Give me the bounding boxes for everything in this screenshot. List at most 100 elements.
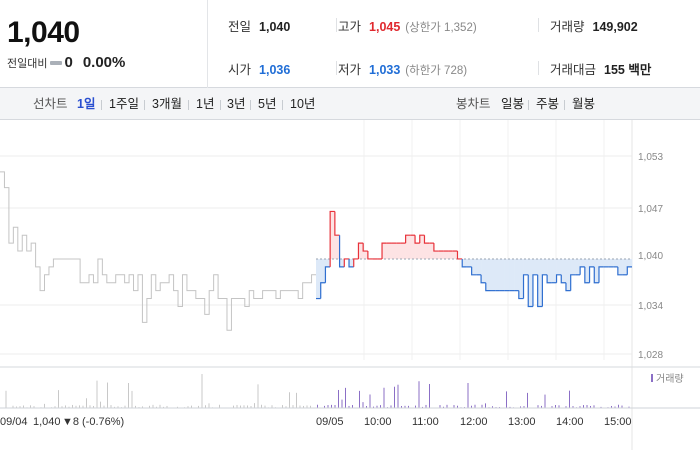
volume-bar [93,405,94,408]
volume-bar [366,406,367,408]
volume-bar [523,406,525,408]
area-segment [514,258,520,291]
change-percent: 0.00% [82,54,126,71]
area-segment [358,243,364,259]
volume-bar [303,405,304,408]
area-segment [405,235,411,259]
volume-bar [107,382,108,408]
volume-bar [19,406,21,408]
stat-open: 시가 1,036 [228,59,290,78]
volume-bar [443,406,444,408]
area-segment [598,258,605,267]
area-segment [415,243,421,259]
volume-bar [131,390,133,408]
volume-bar [467,383,469,408]
volume-bar [376,405,378,408]
price-segment [338,235,345,268]
volume-bar [401,405,402,408]
area-segment [400,243,406,259]
area-segment [419,235,425,259]
stat-volume: 거래량 149,902 [550,16,638,35]
period-3m-button[interactable]: 3개월 [152,97,182,111]
price-change: 전일대비 0 0.00% [7,54,125,71]
volume-bar [128,383,129,408]
period-1w-button[interactable]: 1주일 [109,97,139,111]
volume-bar [331,404,332,408]
volume-bar [600,406,602,408]
volume-bar [492,406,493,408]
volume-bar [75,405,77,408]
volume-bar [166,405,168,408]
volume-bar [317,404,318,408]
volume-bar [373,406,374,408]
volume-bar [149,405,150,408]
divider [538,61,539,75]
volume-bar [261,404,262,408]
area-segment [382,243,388,259]
volume-bar [299,405,301,408]
area-segment [504,258,510,291]
volume-bar [334,404,336,408]
volume-bar [236,404,238,408]
period-3y-button[interactable]: 3년 [227,97,246,111]
period-1d-button[interactable]: 1일 [77,97,96,111]
price-segment [555,274,562,283]
area-segment [334,235,340,259]
area-segment [396,243,402,259]
divider [188,100,189,110]
period-10y-button[interactable]: 10년 [290,97,316,111]
line-chart-label: 선차트 [33,97,68,111]
divider [250,100,251,110]
volume-bar [614,406,616,408]
period-5y-button[interactable]: 5년 [258,97,277,111]
volume-bar [12,405,14,408]
volume-bar [79,405,80,408]
volume-legend: 거래량 [656,373,684,385]
volume-bar [446,404,448,408]
area-segment [386,243,392,259]
price-segment [471,266,477,276]
area-segment [438,251,444,259]
volume-bar [110,405,112,408]
area-segment [570,258,576,275]
candle-weekly-button[interactable]: 주봉 [536,97,560,111]
y-tick: 1,053 [638,152,663,163]
area-segment [537,258,543,307]
volume-bar [394,386,395,408]
volume-bar [520,406,521,408]
volume-bar [250,406,252,408]
period-1y-button[interactable]: 1년 [196,97,215,111]
volume-bar [124,405,126,408]
area-segment [495,258,501,291]
volume-bar [628,406,630,408]
volume-bar [611,405,612,408]
volume-bar [191,405,192,408]
price-segment [367,251,373,260]
area-segment [542,258,548,275]
area-segment [613,258,619,267]
stat-low: 저가 1,033 (하한가 728) [338,59,467,78]
volume-bar [569,390,570,408]
price-segment [357,242,364,259]
candle-daily-button[interactable]: 일봉 [501,97,525,111]
area-segment [429,243,435,259]
volume-bar [537,405,539,408]
price-segment [324,266,331,283]
intraday-chart: 1,053 1,047 1,040 1,034 1,028 거래량 09/04 … [0,120,700,450]
x-tick: 10:00 [364,416,392,428]
area-segment [617,258,623,275]
volume-bar [583,405,584,408]
area-segment [330,211,336,259]
price-segment [537,274,543,308]
area-segment [320,258,326,283]
candle-monthly-button[interactable]: 월봉 [572,97,596,111]
volume-bar [82,405,84,408]
upper-limit: (상한가 1,352) [405,22,477,34]
area-segment [466,258,472,267]
area-segment [551,258,557,283]
area-segment [603,258,609,267]
volume-bar [61,406,63,408]
area-segment [627,258,633,267]
area-segment [584,258,590,283]
volume-bar [205,405,206,408]
